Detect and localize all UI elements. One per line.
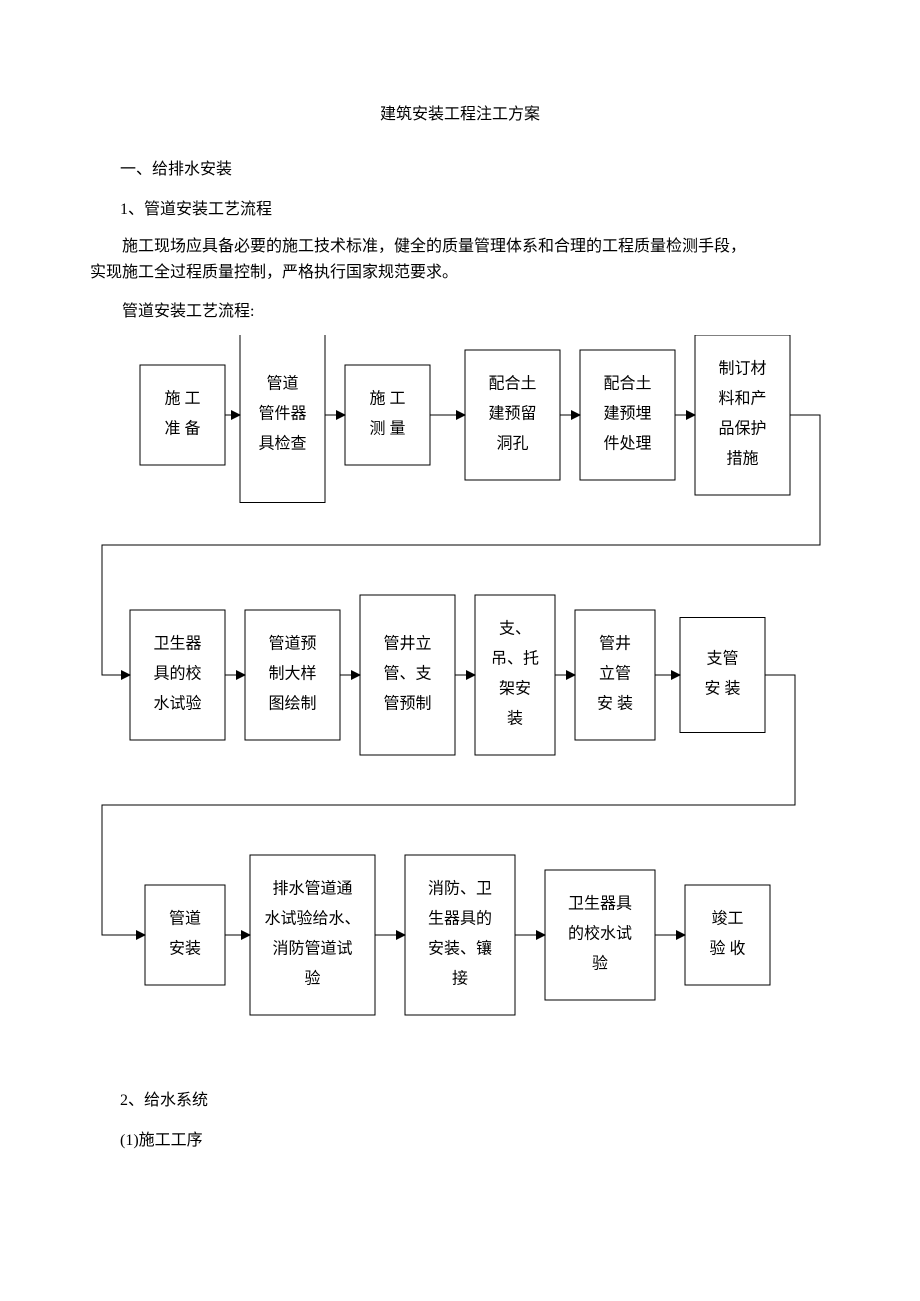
heading-1: 一、给排水安装 [120, 154, 830, 186]
flow-node-label: 管件器 [258, 404, 306, 422]
flow-node-label: 具检查 [258, 434, 306, 452]
flow-node-label: 管井立 [383, 634, 431, 652]
flow-node-label: 支、 [499, 619, 531, 637]
heading-1-2: 2、给水系统 [120, 1085, 830, 1117]
flow-node-label: 安装、镶 [428, 938, 492, 957]
flow-node: 支管安 装 [680, 617, 765, 732]
flow-node-label: 管预制 [383, 694, 431, 712]
flow-node-label: 品保护 [718, 419, 766, 437]
flow-node-label: 制订材 [718, 359, 766, 377]
flow-node: 施 工测 量 [345, 365, 430, 465]
flow-node-label: 图绘制 [268, 694, 316, 712]
heading-1-2-1: (1)施工工序 [120, 1125, 830, 1157]
para-1a: 施工现场应具备必要的施工技术标准，健全的质量管理体系和合理的工程质量检测手段， [90, 234, 830, 260]
flow-node-label: 验 [592, 954, 608, 972]
flow-node-label: 消防管道试 [272, 939, 352, 957]
flow-node-label: 建预留 [488, 404, 536, 422]
flow-node-label: 装 [507, 709, 523, 727]
flow-node: 施 工准 备 [140, 365, 225, 465]
flow-node: 管井立管安 装 [575, 610, 655, 740]
flow-node-label: 管道 [266, 374, 298, 392]
flow-node-label: 施 工 [164, 389, 200, 407]
flow-node-label: 架安 [499, 679, 531, 697]
flow-node-label: 准 备 [164, 419, 200, 437]
flow-node-label: 消防、卫 [428, 879, 492, 897]
flow-node-label: 排水管道通 [272, 879, 352, 897]
flow-node: 管道安装 [145, 885, 225, 985]
flow-node-label: 管井 [599, 634, 631, 652]
flow-node: 管道管件器具检查 [240, 335, 325, 503]
flowchart-container: 施 工准 备管道管件器具检查施 工测 量配合土建预留洞孔配合土建预埋件处理制订材… [90, 335, 830, 1075]
flow-node-label: 管道预 [268, 634, 316, 652]
flow-node-label: 卫生器具 [568, 894, 632, 912]
page: 建筑安装工程注工方案 一、给排水安装 1、管道安装工艺流程 施工现场应具备必要的… [0, 0, 920, 1225]
flow-node-label: 建预埋 [603, 404, 651, 422]
flow-node: 配合土建预留洞孔 [465, 350, 560, 480]
flow-node-label: 水试验 [153, 694, 201, 712]
flow-node-label: 施 工 [369, 389, 405, 407]
flow-node: 卫生器具的校水试验 [130, 610, 225, 740]
flow-node: 制订材料和产品保护措施 [695, 335, 790, 495]
flow-node-label: 的校水试 [568, 924, 632, 942]
para-1b: 实现施工全过程质量控制，严格执行国家规范要求。 [90, 260, 830, 286]
flow-node: 配合土建预埋件处理 [580, 350, 675, 480]
flow-node-label: 吊、托 [491, 649, 539, 667]
flow-node: 排水管道通水试验给水、消防管道试验 [250, 855, 375, 1015]
flow-node-label: 配合土 [603, 374, 651, 392]
flow-node-label: 验 收 [709, 939, 745, 957]
flow-node: 支、吊、托架安装 [475, 595, 555, 755]
flow-node-label: 件处理 [603, 434, 651, 452]
flow-node-label: 验 [304, 969, 320, 987]
flow-node-label: 配合土 [488, 374, 536, 392]
flow-node-label: 料和产 [718, 389, 766, 407]
flow-node: 管道预制大样图绘制 [245, 610, 340, 740]
flow-node-label: 具的校 [153, 664, 201, 682]
flowchart: 施 工准 备管道管件器具检查施 工测 量配合土建预留洞孔配合土建预埋件处理制订材… [90, 335, 850, 1075]
flow-node: 竣工验 收 [685, 885, 770, 985]
heading-1-1: 1、管道安装工艺流程 [120, 194, 830, 226]
flow-node-label: 安装 [169, 939, 201, 957]
flow-node-label: 测 量 [369, 419, 405, 437]
flow-node-label: 接 [452, 969, 468, 987]
flow-node-label: 支管 [706, 649, 738, 667]
flow-node-label: 安 装 [704, 679, 740, 697]
flow-node-label: 安 装 [597, 694, 633, 712]
doc-title: 建筑安装工程注工方案 [90, 100, 830, 124]
flow-node: 管井立管、支管预制 [360, 595, 455, 755]
flow-node-label: 立管 [599, 664, 631, 682]
flow-node-label: 生器具的 [428, 909, 492, 927]
flow-node-label: 管道 [169, 909, 201, 927]
flow-node-label: 水试验给水、 [264, 909, 360, 927]
flow-node: 消防、卫生器具的安装、镶接 [405, 855, 515, 1015]
flow-node-label: 措施 [726, 449, 758, 467]
para-2: 管道安装工艺流程: [90, 299, 830, 325]
flow-node-label: 管、支 [383, 664, 431, 682]
flow-node-label: 卫生器 [153, 634, 201, 652]
flow-node: 卫生器具的校水试验 [545, 870, 655, 1000]
flow-node-label: 竣工 [711, 909, 743, 927]
flow-node-label: 制大样 [268, 664, 316, 682]
flow-node-label: 洞孔 [496, 434, 528, 452]
